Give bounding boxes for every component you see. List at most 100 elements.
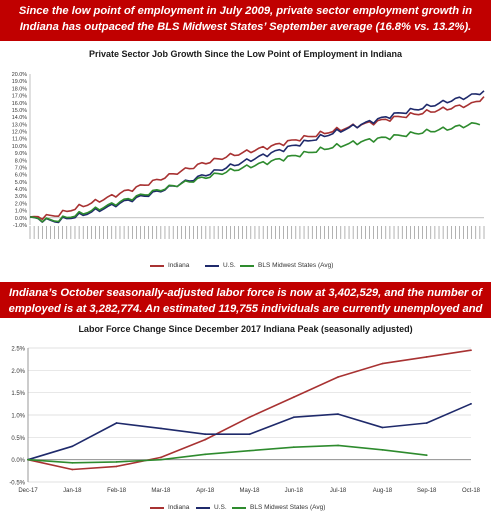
legend-item: BLS Midwest States (Avg) bbox=[232, 504, 325, 511]
data-point bbox=[115, 465, 118, 468]
y-tick-label: 1.0% bbox=[15, 209, 27, 215]
legend-label: Indiana bbox=[168, 262, 190, 269]
x-tick-label: Jul-18 bbox=[330, 488, 347, 494]
data-point bbox=[425, 454, 428, 457]
y-tick-label: 6.0% bbox=[15, 173, 27, 179]
y-tick-label: 0.0% bbox=[11, 458, 25, 464]
legend-swatch bbox=[196, 506, 210, 509]
top-banner-text: Since the low point of employment in Jul… bbox=[18, 5, 473, 33]
data-point bbox=[160, 458, 162, 461]
y-tick-label: 13.0% bbox=[12, 122, 27, 128]
x-tick-label: Dec-17 bbox=[18, 488, 38, 494]
data-point bbox=[381, 362, 384, 365]
series-line bbox=[27, 444, 427, 464]
y-tick-label: 19.0% bbox=[12, 79, 27, 85]
legend-item: U.S. bbox=[205, 262, 236, 269]
data-point bbox=[160, 427, 162, 430]
data-point bbox=[337, 376, 339, 378]
y-tick-label: 9.0% bbox=[15, 151, 27, 157]
x-tick-label: Sep-18 bbox=[417, 488, 437, 494]
y-tick-label: 14.0% bbox=[12, 115, 27, 121]
middle-banner: Indiana’s October seasonally-adjusted la… bbox=[0, 282, 491, 331]
y-tick-label: 3.0% bbox=[15, 194, 27, 200]
middle-banner-text: Indiana’s October seasonally-adjusted la… bbox=[8, 287, 483, 331]
series-line bbox=[29, 122, 481, 223]
data-point bbox=[248, 449, 251, 452]
legend-label: BLS Midwest States (Avg) bbox=[250, 504, 326, 511]
y-tick-label: 18.0% bbox=[12, 86, 27, 92]
data-point bbox=[115, 461, 118, 463]
y-tick-label: 7.0% bbox=[15, 165, 27, 171]
legend-swatch bbox=[150, 506, 164, 509]
y-tick-label: 16.0% bbox=[12, 101, 27, 107]
legend-item: Indiana bbox=[150, 262, 189, 269]
data-point bbox=[204, 453, 207, 456]
legend-swatch bbox=[232, 506, 246, 509]
series-line bbox=[29, 90, 485, 224]
x-tick-label: Feb-18 bbox=[107, 488, 127, 494]
chart1-plot: -1.0%0.0%1.0% 2.0%3.0%4.0%5.0%6.0% 7.0%8.0… bbox=[12, 72, 485, 239]
y-tick-label: 10.0% bbox=[12, 144, 27, 150]
data-point bbox=[204, 438, 207, 441]
y-tick-label: 2.0% bbox=[15, 201, 27, 207]
legend-label: Indiana bbox=[168, 504, 190, 511]
y-tick-label: 0.0% bbox=[15, 216, 27, 222]
data-point bbox=[470, 402, 472, 405]
y-tick-label: 2.0% bbox=[11, 369, 25, 375]
legend-label: BLS Midwest States (Avg) bbox=[258, 262, 334, 269]
y-tick-label: 2.5% bbox=[11, 347, 25, 353]
legend-item: Indiana bbox=[150, 504, 189, 511]
chart1-title: Private Sector Job Growth Since the Low … bbox=[88, 49, 403, 59]
data-point bbox=[292, 396, 295, 399]
data-point bbox=[337, 444, 339, 447]
legend-item: BLS Midwest States (Avg) bbox=[240, 262, 333, 269]
data-point bbox=[292, 416, 295, 419]
legend-swatch bbox=[240, 264, 254, 267]
y-tick-label: 1.5% bbox=[11, 391, 25, 397]
legend-label: U.S. bbox=[214, 504, 227, 511]
y-tick-label: 1.0% bbox=[11, 414, 25, 420]
series-line bbox=[29, 96, 485, 221]
y-tick-label: 4.0% bbox=[15, 187, 27, 193]
x-tick-label: Apr-18 bbox=[196, 488, 215, 494]
y-tick-label: 17.0% bbox=[12, 94, 27, 100]
y-tick-label: 20.0% bbox=[12, 72, 27, 78]
data-point bbox=[204, 433, 207, 436]
data-point bbox=[381, 426, 384, 429]
legend-label: U.S. bbox=[223, 262, 236, 269]
x-tick-label: Aug-18 bbox=[373, 488, 393, 494]
data-point bbox=[470, 349, 472, 352]
data-point bbox=[248, 433, 251, 436]
y-tick-label: 12.0% bbox=[12, 130, 27, 136]
legend-swatch bbox=[150, 264, 164, 267]
y-tick-label: 15.0% bbox=[12, 108, 27, 114]
y-tick-label: -1.0% bbox=[13, 223, 27, 229]
data-point bbox=[425, 356, 428, 358]
data-point bbox=[425, 422, 428, 424]
x-tick-label: May-18 bbox=[239, 488, 260, 494]
y-tick-label: 11.0% bbox=[12, 137, 27, 143]
y-tick-label: 0.5% bbox=[11, 436, 25, 442]
x-tick-label: Jun-18 bbox=[285, 488, 304, 494]
top-banner: Since the low point of employment in Jul… bbox=[0, 0, 491, 41]
data-point bbox=[115, 422, 118, 424]
legend-item: U.S. bbox=[196, 504, 227, 511]
y-tick-label: 8.0% bbox=[15, 158, 27, 164]
data-point bbox=[381, 448, 384, 451]
x-tick-label: Mar-18 bbox=[151, 488, 171, 494]
x-tick-label: Jan-18 bbox=[63, 488, 82, 494]
legend-swatch bbox=[205, 264, 219, 267]
x-tick-label: Oct-18 bbox=[462, 488, 481, 494]
data-point bbox=[71, 468, 74, 471]
y-tick-label: -0.5% bbox=[9, 481, 25, 487]
data-point bbox=[71, 445, 74, 448]
data-point bbox=[71, 461, 74, 464]
chart2-title: Labor Force Change Since December 2017 I… bbox=[78, 324, 413, 334]
data-point bbox=[248, 416, 251, 419]
data-point bbox=[337, 413, 339, 416]
y-tick-label: 5.0% bbox=[15, 180, 27, 186]
data-point bbox=[27, 458, 29, 461]
data-point bbox=[160, 456, 162, 459]
data-point bbox=[292, 446, 295, 449]
